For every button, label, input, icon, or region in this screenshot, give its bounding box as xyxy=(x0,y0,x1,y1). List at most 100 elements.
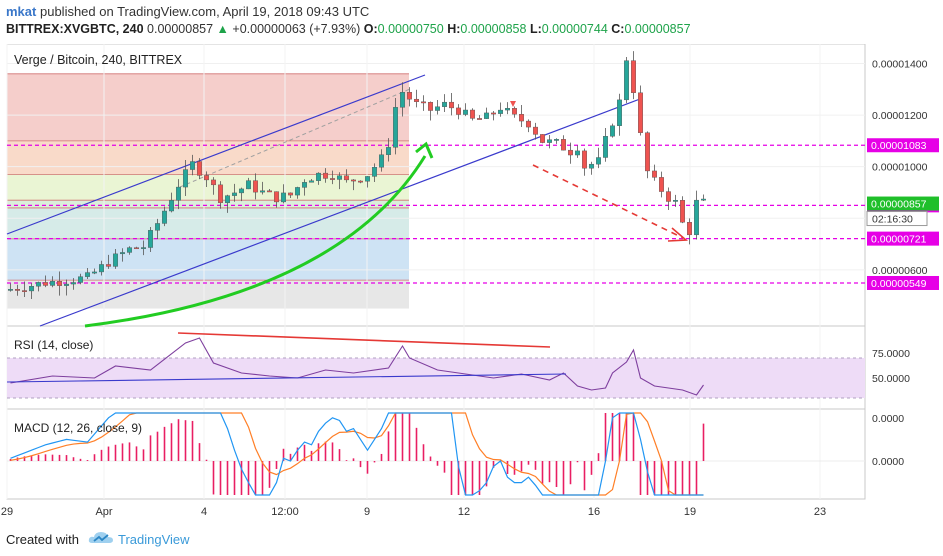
candle-body xyxy=(196,161,202,176)
fib-zone xyxy=(7,207,409,239)
published-text: published on TradingView.com, April 19, … xyxy=(39,4,370,19)
main-pane-title: Verge / Bitcoin, 240, BITTREX xyxy=(14,53,183,67)
candle-body xyxy=(119,252,125,255)
candle-body xyxy=(631,60,637,93)
candle-body xyxy=(91,271,97,274)
macd-tick-label: 0.0000 xyxy=(872,413,904,425)
candle-body xyxy=(161,210,167,224)
red-arrow-head xyxy=(667,227,689,242)
candle-body xyxy=(365,176,371,182)
last-price: 0.00000857 xyxy=(147,22,214,36)
candle-body xyxy=(645,132,651,172)
candle-body xyxy=(126,247,132,253)
candle-body xyxy=(217,184,223,203)
candle-body xyxy=(98,264,104,273)
candle-body xyxy=(288,192,294,196)
candle-body xyxy=(154,223,160,231)
candle-body xyxy=(568,149,574,156)
candle-body xyxy=(168,200,174,212)
price-tick-label: 0.00000600 xyxy=(872,265,928,277)
candle-body xyxy=(309,180,315,183)
channel-upper-line xyxy=(6,74,426,235)
macd-zero-label: 0.0000 xyxy=(872,456,904,468)
level-tag xyxy=(867,138,939,153)
candle-body xyxy=(519,114,525,122)
rsi-legend: RSI (14, close) xyxy=(14,338,93,352)
candle-body xyxy=(421,101,427,104)
fib-zone xyxy=(7,200,409,208)
candle-body xyxy=(477,118,483,120)
author-name[interactable]: mkat xyxy=(6,4,37,19)
time-tick-label: 16 xyxy=(588,506,600,518)
level-tag xyxy=(867,275,939,290)
candle-body xyxy=(659,177,665,192)
candle-body xyxy=(617,99,623,126)
candle-body xyxy=(456,107,462,115)
candle-body xyxy=(414,98,420,102)
current-price-tag-text: 0.00000857 xyxy=(871,199,927,211)
chart-area[interactable]: 0.000006000.000008000.000010000.00001200… xyxy=(0,44,943,522)
macd-line xyxy=(10,412,704,496)
candle-body xyxy=(267,190,273,193)
candle-body xyxy=(498,109,504,114)
candle-body xyxy=(50,281,56,286)
close-label: C: xyxy=(611,22,625,36)
countdown-text: 02:16:30 xyxy=(872,214,913,226)
symbol-label: BITTREX:XVGBTC, 240 xyxy=(6,22,144,36)
time-tick-label: Apr xyxy=(95,506,112,518)
candle-body xyxy=(694,199,700,236)
candle-body xyxy=(245,180,251,190)
candle-body xyxy=(547,139,553,143)
time-tick-label: 12 xyxy=(458,506,470,518)
candle-body xyxy=(575,150,581,156)
fib-zone xyxy=(7,280,409,309)
candle-body xyxy=(652,170,658,178)
green-arrow-head xyxy=(415,141,434,159)
high-value: 0.00000858 xyxy=(460,22,527,36)
tradingview-brand[interactable]: TradingView xyxy=(118,532,190,547)
candle-body xyxy=(344,175,350,181)
candle-body xyxy=(526,120,532,128)
time-tick-label: 4 xyxy=(201,506,207,518)
candle-body xyxy=(175,186,181,201)
candle-body xyxy=(596,157,602,165)
low-value: 0.00000744 xyxy=(541,22,608,36)
candle-body xyxy=(14,289,20,291)
pane-legends: Verge / Bitcoin, 240, BITTREX RSI (14, cl… xyxy=(14,53,183,435)
level-tag xyxy=(867,231,939,246)
candle-body xyxy=(231,192,237,196)
candle-body xyxy=(582,150,588,169)
candle-body xyxy=(140,247,146,249)
level-tag-text: 0.00000721 xyxy=(871,234,927,246)
candle-body xyxy=(112,253,118,267)
candle-body xyxy=(379,154,385,168)
rsi-tick-label: 75.0000 xyxy=(872,348,910,360)
candle-body xyxy=(407,92,413,100)
price-tick-label: 0.00001200 xyxy=(872,110,928,122)
candle-body xyxy=(302,182,308,188)
fib-zone xyxy=(7,73,409,141)
candle-body xyxy=(316,172,322,181)
price-change: +0.00000063 (+7.93%) xyxy=(232,22,361,36)
candle-body xyxy=(610,125,616,137)
price-tick-label: 0.00001400 xyxy=(872,58,928,70)
publish-line: mkat published on TradingView.com, April… xyxy=(6,4,369,19)
candle-body xyxy=(554,139,560,141)
candle-body xyxy=(449,101,455,109)
level-tag-text: 0.00001083 xyxy=(871,140,927,152)
candle-body xyxy=(36,282,42,287)
created-with-text: Created with xyxy=(6,532,79,547)
candle-body xyxy=(470,109,476,119)
candle-body xyxy=(182,169,188,188)
candle-body xyxy=(358,180,364,183)
price-axis[interactable]: 0.000006000.000008000.000010000.00001200… xyxy=(866,58,939,290)
macd-pane: 0.0000 0.0000 xyxy=(7,412,904,496)
time-tick-label: 29 xyxy=(1,506,13,518)
candle-body xyxy=(22,290,28,292)
close-value: 0.00000857 xyxy=(624,22,691,36)
candle-body xyxy=(224,195,230,203)
candle-body xyxy=(29,286,35,292)
candle-body xyxy=(133,247,139,250)
time-axis[interactable]: 29 Apr 4 12:00 9 12 16 19 23 xyxy=(1,506,826,518)
candle-body xyxy=(330,178,336,180)
